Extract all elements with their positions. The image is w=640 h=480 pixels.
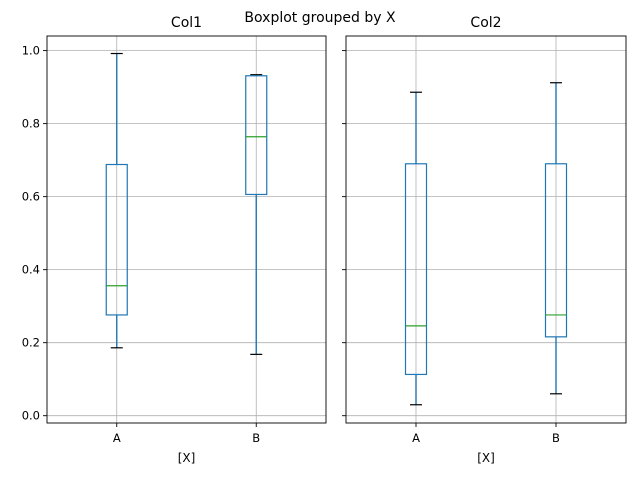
box-B	[544, 82, 568, 395]
iqr-box	[544, 163, 568, 338]
panel-title: Col1	[171, 15, 202, 31]
panel-title: Col2	[470, 15, 501, 31]
iqr-box	[404, 163, 428, 376]
figure-suptitle: Boxplot grouped by X	[244, 10, 396, 26]
y-tick-label: 0.6	[22, 190, 40, 204]
y-tick-label: 0.8	[22, 117, 40, 131]
x-axis-label: [X]	[178, 451, 196, 465]
y-tick-label: 0.4	[22, 263, 40, 277]
panels: 0.0 0.2 0.4 0.6 0.8 1.0 A B Col1 [X] A B Col2 [X]	[22, 15, 627, 465]
box-A	[404, 91, 428, 406]
panel-2: A B Col2 [X]	[342, 15, 627, 465]
iqr-box	[105, 163, 128, 316]
x-axis-label: [X]	[477, 451, 495, 465]
box-B	[245, 74, 268, 355]
y-tick-label: 1.0	[22, 44, 40, 58]
x-tick-label: B	[552, 431, 560, 445]
box-A	[105, 52, 128, 349]
x-tick-label: A	[412, 431, 420, 445]
x-tick-label: B	[252, 431, 260, 445]
y-tick-label: 0.2	[22, 336, 40, 350]
y-tick-label: 0.0	[22, 409, 40, 423]
iqr-box	[245, 75, 268, 196]
axes-frame	[46, 35, 327, 424]
axes-frame	[345, 35, 627, 424]
x-tick-label: A	[113, 431, 121, 445]
panel-1: 0.0 0.2 0.4 0.6 0.8 1.0 A B Col1 [X]	[22, 15, 327, 465]
